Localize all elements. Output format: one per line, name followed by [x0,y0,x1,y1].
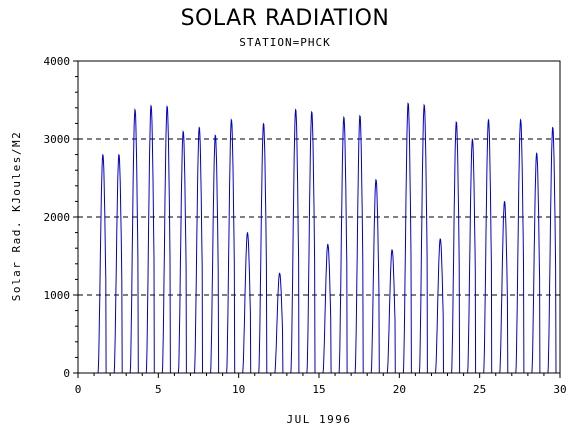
series-line-day-14 [302,110,319,374]
series-line-day-26 [495,200,512,374]
y-tick-label: 4000 [44,55,71,68]
series-line-day-17 [351,114,368,374]
y-tick-label: 0 [63,367,70,380]
series-line-day-19 [383,248,400,374]
series-line-day-3 [126,108,143,374]
series-line-day-21 [415,103,432,374]
y-tick-label: 2000 [44,211,71,224]
series-line-day-5 [158,105,175,374]
chart-subtitle: STATION=PHCK [239,36,331,49]
series-line-day-24 [463,138,480,374]
y-tick-label: 3000 [44,133,71,146]
chart-title: SOLAR RADIATION [180,6,390,31]
series-line-day-9 [222,118,239,374]
series-line-day-20 [399,102,416,374]
series-line-day-6 [174,130,191,374]
y-tick-label: 1000 [44,289,71,302]
series-line-day-27 [511,118,528,374]
x-tick-label: 10 [232,383,245,396]
series-line-day-15 [319,243,336,374]
series-line-day-16 [335,115,352,374]
y-axis-label: Solar Rad. KJoules/M2 [10,131,23,302]
series-line-day-18 [367,178,384,374]
x-axis-label: JUL 1996 [287,413,352,426]
series-line-day-22 [431,237,448,374]
x-tick-label: 15 [312,383,325,396]
series-line-day-8 [206,134,223,374]
series-line-day-7 [190,126,207,374]
series-line-day-28 [527,152,544,374]
x-tick-label: 5 [155,383,162,396]
x-tick-label: 25 [473,383,486,396]
series-line-day-2 [110,153,127,374]
x-tick-label: 20 [393,383,406,396]
series-line-day-11 [254,122,271,374]
series-line-day-10 [238,231,255,374]
x-tick-label: 0 [75,383,82,396]
series-line-day-12 [270,272,287,374]
series-line-day-23 [447,120,464,374]
series-line-day-25 [479,118,496,374]
series-line-day-1 [94,153,111,374]
series-line-day-13 [286,108,303,374]
x-tick-label: 30 [553,383,566,396]
series-line-day-29 [543,126,560,374]
series-line-day-4 [142,104,159,374]
